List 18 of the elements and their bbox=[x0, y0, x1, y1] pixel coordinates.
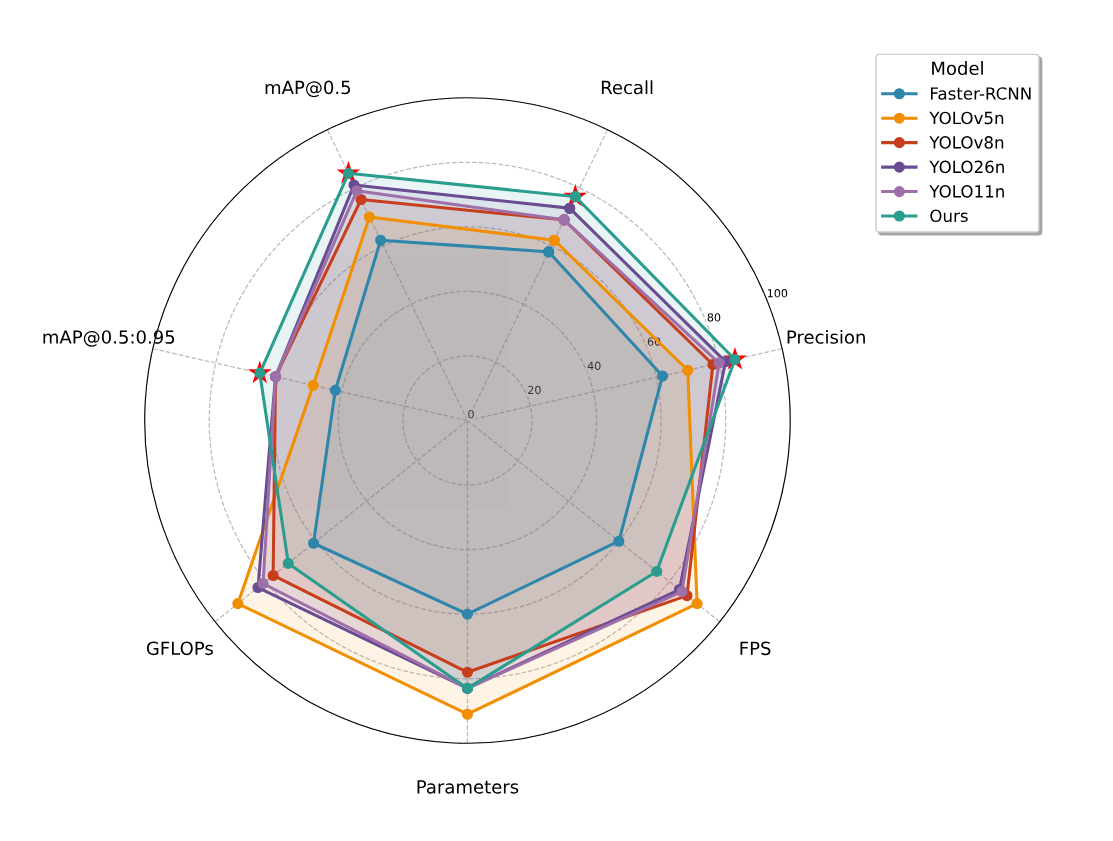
y-tick-label: 80 bbox=[707, 313, 721, 322]
spoke-label: Precision bbox=[787, 329, 865, 344]
legend-label: YOLO11n bbox=[929, 185, 1004, 198]
legend-label: Faster-RCNN bbox=[931, 87, 1031, 100]
y-tick-label: 0 bbox=[468, 409, 474, 419]
y-tick-label: 40 bbox=[587, 361, 601, 370]
y-tick-label: 100 bbox=[767, 289, 788, 298]
y-tick-label: 20 bbox=[528, 385, 541, 395]
spoke-label: GFLOPs bbox=[146, 641, 213, 656]
spoke-label: Recall bbox=[601, 80, 653, 95]
legend-label: YOLO26n bbox=[929, 160, 1004, 174]
legend-title: Model bbox=[932, 61, 983, 76]
legend-label: YOLOv5n bbox=[929, 111, 1004, 125]
spoke-label: FPS bbox=[740, 641, 771, 656]
spoke-label: Parameters bbox=[417, 780, 519, 794]
legend-label: YOLOv8n bbox=[929, 136, 1004, 149]
legend-label: Ours bbox=[930, 209, 968, 223]
spoke-label: mAP@0.5 bbox=[265, 80, 351, 98]
